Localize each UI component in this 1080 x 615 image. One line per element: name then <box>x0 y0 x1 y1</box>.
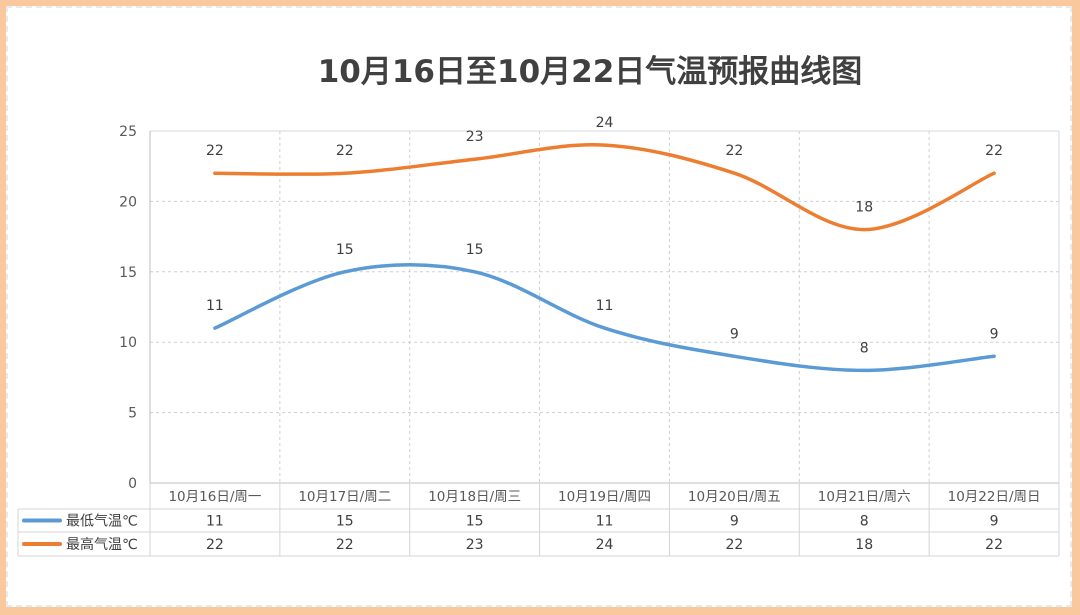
x-category-label: 10月19日/周四 <box>558 489 651 505</box>
data-label: 8 <box>860 340 869 356</box>
axis-layer: 0 5 10 15 20 25 <box>119 124 1060 492</box>
table-cell: 11 <box>206 514 224 530</box>
data-label: 22 <box>985 143 1003 159</box>
y-tick-label: 15 <box>119 265 137 281</box>
series-line-min-temp <box>213 263 996 373</box>
data-point <box>343 171 347 175</box>
legend-label: 最低气温℃ <box>66 514 138 530</box>
y-tick-label: 5 <box>128 406 137 422</box>
data-label: 11 <box>206 298 224 314</box>
data-point <box>732 354 736 358</box>
data-label: 15 <box>466 242 484 258</box>
x-category-label: 10月17日/周二 <box>298 489 391 505</box>
data-point <box>213 171 217 175</box>
table-cell: 11 <box>596 514 614 530</box>
data-label-layer: 11 15 15 11 9 8 9 22 22 23 24 22 18 22 <box>206 115 1003 356</box>
data-point <box>862 368 866 372</box>
data-point <box>992 354 996 358</box>
series-line-max-temp <box>213 143 996 232</box>
x-category-label: 10月21日/周六 <box>818 489 911 505</box>
data-label: 22 <box>206 143 224 159</box>
data-point <box>732 171 736 175</box>
y-tick-label: 20 <box>119 194 137 210</box>
grid-layer <box>150 130 1059 483</box>
table-cell: 22 <box>985 537 1003 553</box>
data-label: 22 <box>725 143 743 159</box>
table-cell: 9 <box>730 514 739 530</box>
table-cell: 22 <box>725 537 743 553</box>
data-point <box>992 171 996 175</box>
x-category-label: 10月22日/周日 <box>948 489 1041 505</box>
y-tick-label: 10 <box>119 335 137 351</box>
table-cell: 24 <box>596 537 614 553</box>
data-label: 15 <box>336 242 354 258</box>
data-label: 23 <box>466 129 484 145</box>
data-point <box>473 157 477 161</box>
data-label: 22 <box>336 143 354 159</box>
y-tick-label: 25 <box>119 124 137 140</box>
table-cell: 22 <box>206 537 224 553</box>
table-cell: 9 <box>990 514 999 530</box>
table-cell: 8 <box>860 514 869 530</box>
chart-frame <box>6 6 1072 607</box>
x-category-label: 10月18日/周三 <box>428 489 521 505</box>
x-category-label: 10月20日/周五 <box>688 489 781 505</box>
table-cell: 15 <box>466 514 484 530</box>
data-label: 24 <box>596 115 614 131</box>
data-point <box>603 143 606 147</box>
table-cell: 23 <box>466 537 484 553</box>
data-label: 11 <box>596 298 614 314</box>
y-tick-label: 0 <box>128 476 137 492</box>
table-cell: 15 <box>336 514 354 530</box>
data-table: 10月16日/周一 10月17日/周二 10月18日/周三 10月19日/周四 10月2… <box>17 482 1060 557</box>
data-label: 18 <box>855 200 873 216</box>
x-category-label: 10月16日/周一 <box>168 489 261 505</box>
data-point <box>343 270 347 274</box>
data-point <box>862 228 866 232</box>
series-layer <box>213 143 996 373</box>
data-point <box>213 326 217 330</box>
table-cell: 18 <box>855 537 873 553</box>
data-point <box>473 270 477 274</box>
chart-title: 10月16日至10月22日气温预报曲线图 <box>318 54 863 90</box>
table-cell: 22 <box>336 537 354 553</box>
legend-label: 最高气温℃ <box>66 536 138 553</box>
data-label: 9 <box>990 326 999 342</box>
data-label: 9 <box>730 326 739 342</box>
data-point <box>603 326 606 330</box>
